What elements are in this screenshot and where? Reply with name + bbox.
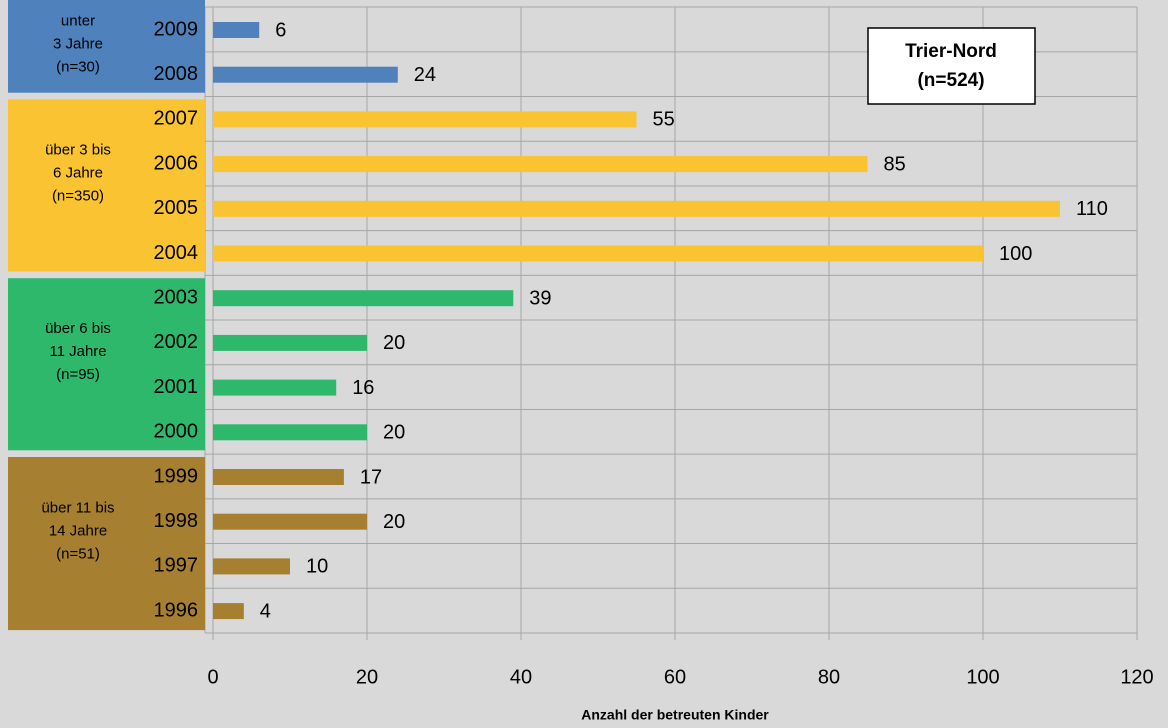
bar	[213, 469, 344, 485]
y-tick-label: 2004	[154, 242, 199, 264]
group-box	[8, 278, 205, 451]
x-tick-label: 20	[356, 666, 378, 688]
y-tick-label: 2009	[154, 18, 199, 40]
annotation: Trier-Nord	[905, 41, 997, 62]
bar	[213, 22, 260, 38]
y-tick-label: 2006	[154, 152, 199, 174]
y-tick-label: 1997	[154, 555, 199, 577]
group-label: über 3 bis	[45, 141, 111, 158]
bar	[213, 424, 367, 441]
bar	[213, 379, 337, 396]
x-tick-label: 100	[966, 666, 999, 688]
value-label: 110	[1076, 198, 1108, 220]
bar	[213, 603, 244, 620]
y-tick-label: 2003	[154, 286, 199, 308]
group-label: (n=95)	[56, 366, 100, 383]
x-axis-title: Anzahl der betreuten Kinder	[581, 707, 769, 723]
annotation-box	[867, 27, 1036, 105]
group-label: über 6 bis	[45, 320, 111, 337]
group-box	[8, 99, 205, 272]
value-label: 17	[360, 466, 382, 488]
group-label: 11 Jahre	[49, 343, 106, 360]
group-label: (n=350)	[52, 187, 104, 204]
y-tick-label: 2002	[154, 331, 199, 353]
group-label: über 11 bis	[41, 500, 114, 517]
bar	[213, 334, 367, 351]
y-tick-label: 2000	[154, 421, 199, 443]
group-label: 3 Jahre	[53, 35, 103, 52]
bar	[213, 245, 983, 262]
x-tick-label: 60	[664, 666, 686, 688]
group-label: (n=51)	[56, 546, 100, 563]
bar	[213, 200, 1060, 217]
group-box	[8, 457, 205, 631]
bar	[213, 513, 367, 530]
bar	[213, 156, 868, 173]
value-label: 20	[383, 422, 405, 444]
value-label: 85	[884, 153, 906, 175]
annotation: (n=524)	[917, 70, 984, 91]
value-label: 10	[306, 556, 328, 578]
value-label: 20	[383, 511, 405, 533]
x-tick-label: 80	[818, 666, 840, 688]
value-label: 6	[275, 19, 286, 41]
bar	[213, 558, 290, 575]
y-tick-label: 2001	[154, 376, 199, 398]
group-label: 14 Jahre	[49, 523, 107, 540]
x-tick-label: 120	[1120, 666, 1153, 688]
group-box	[8, 0, 205, 93]
y-tick-label: 2007	[154, 108, 199, 130]
y-tick-label: 1999	[154, 465, 199, 487]
x-tick-label: 0	[207, 666, 218, 688]
value-label: 4	[260, 600, 271, 622]
y-tick-label: 1998	[154, 510, 199, 532]
value-label: 16	[352, 377, 374, 399]
group-label: 6 Jahre	[53, 164, 103, 181]
group-label: unter	[61, 12, 95, 29]
value-label: 20	[383, 332, 405, 354]
value-label: 24	[414, 64, 436, 86]
y-tick-label: 1996	[154, 599, 199, 621]
value-label: 100	[999, 243, 1032, 265]
group-label: (n=30)	[56, 58, 100, 75]
y-tick-label: 2008	[154, 63, 199, 85]
x-tick-label: 40	[510, 666, 532, 688]
value-label: 39	[529, 287, 551, 309]
bar	[213, 111, 637, 128]
bar	[213, 290, 514, 307]
bar	[213, 66, 398, 83]
value-label: 55	[653, 109, 675, 131]
y-tick-label: 2005	[154, 197, 199, 219]
